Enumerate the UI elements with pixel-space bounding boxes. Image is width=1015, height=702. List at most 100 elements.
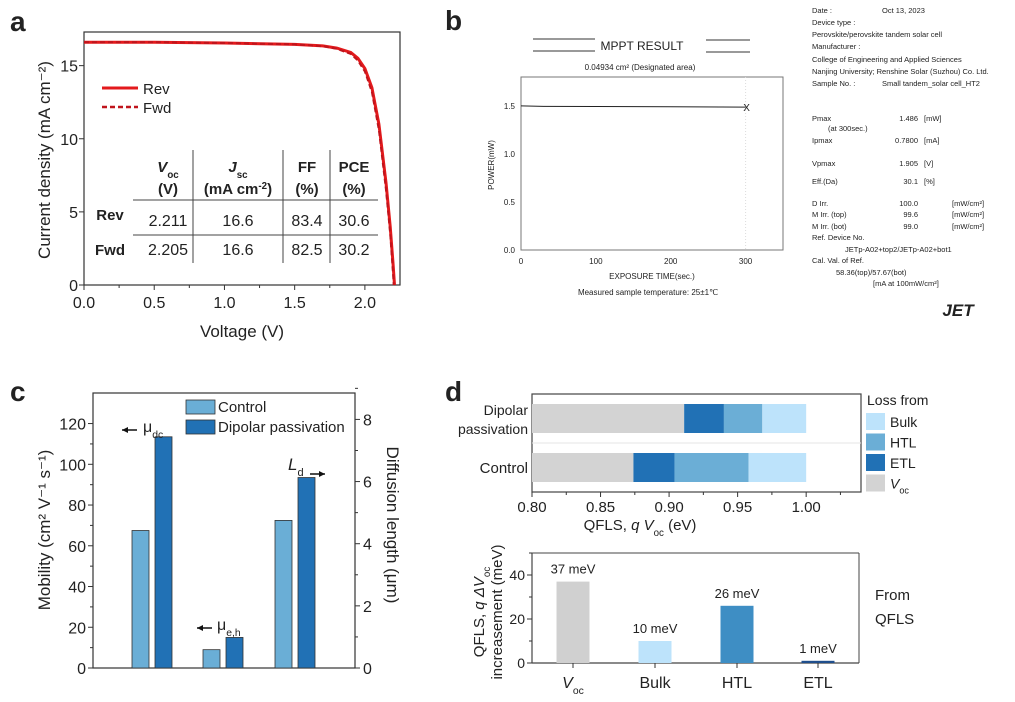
label-part: μ [143, 419, 152, 436]
x-tick-label: Bulk [639, 675, 671, 692]
info-unit: [mW/cm²] [952, 199, 984, 208]
info-value: 99.6 [903, 210, 918, 219]
info-unit: [mA] [924, 136, 939, 145]
y2-tick-label: 6 [363, 475, 372, 492]
y-axis-label: Mobility (cm² V⁻¹ s⁻¹) [35, 450, 54, 611]
x-axis-label: QFLS, q Voc (eV) [584, 517, 697, 539]
segment-etl-1 [633, 453, 675, 482]
annotation-ld: Ld [288, 455, 304, 479]
label-part: oc [573, 686, 584, 697]
label-part: q ΔV [471, 575, 488, 610]
bar-dipolar-passivation-0 [154, 436, 173, 669]
legend-label-fwd: Fwd [143, 100, 171, 117]
x-tick-label: HTL [722, 675, 752, 692]
segment-bulk-0 [762, 404, 807, 433]
annotation-mu-eh: μe,h [217, 617, 241, 639]
label-part: oc [167, 170, 179, 181]
y-tick-label: 20 [509, 611, 525, 627]
x-axis-label: Voltage (V) [200, 322, 284, 341]
segment-voc-0 [532, 404, 685, 433]
table-row-label: Rev [96, 207, 124, 224]
label-part: -2 [258, 181, 267, 192]
y-tick-label: 15 [60, 59, 78, 76]
temperature-note: Measured sample temperature: 25±1℃ [578, 288, 718, 297]
x-tick-label: 0.5 [143, 295, 165, 312]
segment-bulk-1 [748, 453, 807, 482]
table-cell: 83.4 [291, 213, 322, 230]
label-part: L [288, 455, 297, 474]
y-tick-label: 40 [68, 580, 86, 597]
bar-2 [720, 605, 754, 663]
info-key: D Irr. [812, 199, 828, 208]
y-tick-label: 120 [59, 417, 86, 434]
info-unit: [V] [924, 159, 933, 168]
table-unit: (%) [342, 181, 365, 198]
data-label: 37 meV [551, 562, 596, 577]
info-key: JETp-A02+top2/JETp-A02+bot1 [845, 245, 952, 254]
panel-label-d: d [445, 376, 462, 407]
label-part: d [297, 467, 303, 479]
x-tick-label: 0.95 [723, 499, 752, 516]
table-unit: (mA cm-2) [204, 181, 272, 199]
legend-title: Loss from [867, 392, 928, 408]
label-part: dc [152, 430, 163, 441]
legend-swatch-0 [185, 399, 216, 415]
table-cell: 2.211 [149, 213, 188, 230]
info-value: 99.0 [903, 222, 918, 231]
x-tick-label: 1.5 [284, 295, 306, 312]
x-axis-label: EXPOSURE TIME(sec.) [609, 272, 695, 281]
table-cell: 16.6 [222, 213, 253, 230]
label-part: oc [654, 528, 664, 539]
table-cell: 16.6 [222, 242, 253, 259]
table-header-ff: FF [298, 159, 316, 176]
side-text: From [875, 587, 910, 604]
label-part: sc [237, 170, 248, 181]
table-cell: 30.2 [338, 242, 369, 259]
info-key: (at 300sec.) [828, 124, 868, 133]
y-tick-label: 1.0 [504, 150, 516, 159]
panel-label-a: a [10, 6, 26, 37]
label-part: QFLS, [584, 517, 632, 534]
legend-swatch-0 [866, 413, 885, 430]
info-key: Device type : [812, 18, 855, 27]
data-label: 10 meV [633, 621, 678, 636]
y-tick-label: 40 [509, 567, 525, 583]
info-key: Sample No. : [812, 79, 855, 88]
arrow-left-mu-dc-head [122, 427, 128, 433]
info-key: Nanjing University; Renshine Solar (Suzh… [812, 67, 989, 76]
bar-control-2 [274, 520, 293, 669]
chart-title: MPPT RESULT [601, 39, 685, 53]
bar-3 [801, 660, 835, 663]
label-part: J [228, 159, 237, 176]
info-value: 100.0 [899, 199, 918, 208]
label-part: ) [267, 181, 272, 198]
info-key: Manufacturer : [812, 42, 860, 51]
y-tick-label: 0 [69, 278, 78, 295]
plot-area-b [520, 76, 784, 251]
info-value: Small tandem_solar cell_HT2 [882, 79, 980, 88]
info-key: Date : [812, 6, 832, 15]
x-tick-label: 0.80 [517, 499, 546, 516]
info-key: M Irr. (top) [812, 210, 847, 219]
table-header-jsc: Jsc [228, 159, 248, 181]
segment-etl-0 [684, 404, 724, 433]
y-tick-label: 0 [517, 655, 525, 671]
table-unit: (%) [295, 181, 318, 198]
label-part: V [157, 159, 169, 176]
legend-label: Dipolar passivation [218, 419, 345, 436]
bar-dipolar-passivation-2 [297, 477, 316, 669]
y-tick-label: 20 [68, 620, 86, 637]
panel-label-b: b [445, 5, 462, 36]
legend-label: Bulk [890, 414, 918, 430]
x-tick-label: Voc [562, 675, 584, 697]
legend-swatch-1 [185, 419, 216, 435]
plot-area-c [92, 392, 356, 669]
y-tick-label: 5 [69, 205, 78, 222]
label-part: (mA cm [204, 181, 258, 198]
panel-label-c: c [10, 376, 26, 407]
info-key: Vpmax [812, 159, 836, 168]
info-unit: [mW/cm²] [952, 210, 984, 219]
y-tick-label: 80 [68, 498, 86, 515]
info-key: Eff.(Da) [812, 177, 838, 186]
